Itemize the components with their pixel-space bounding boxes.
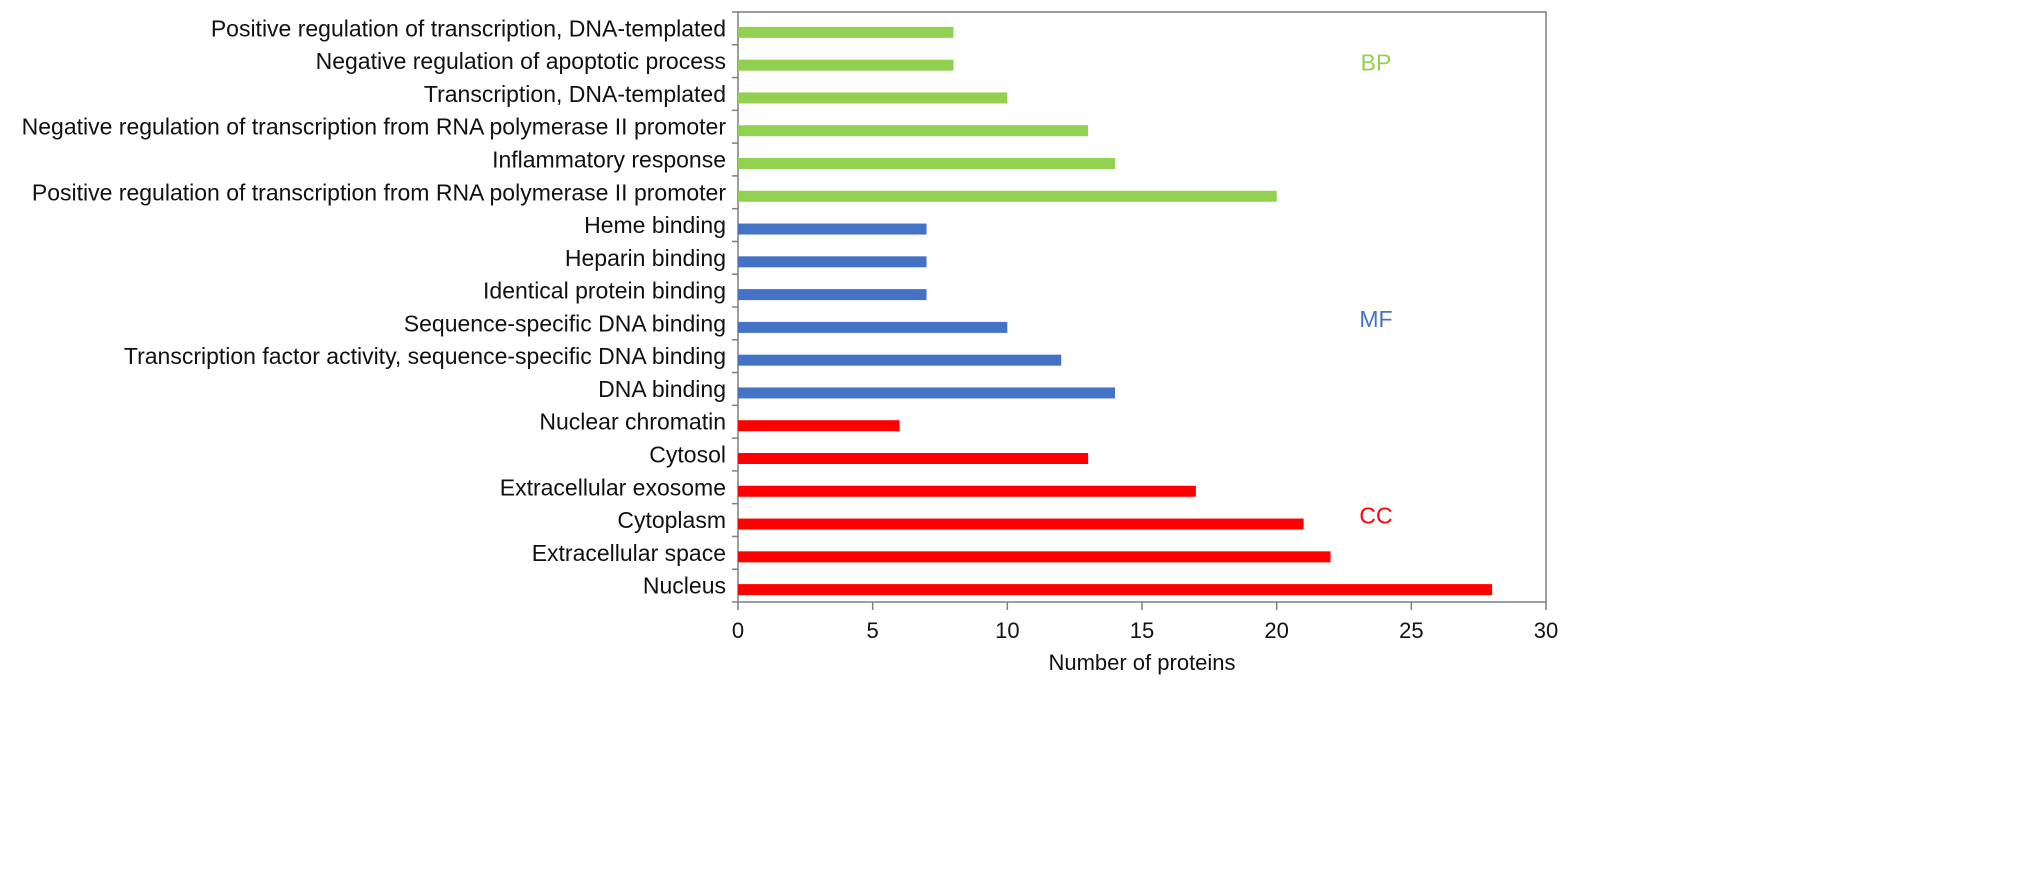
y-axis-ticks — [732, 11, 738, 603]
x-tick-label: 10 — [995, 618, 1019, 643]
category-label: Inflammatory response — [492, 147, 726, 173]
bar-bp — [738, 158, 1116, 169]
x-tick-label: 0 — [732, 618, 744, 643]
group-label-cc: CC — [1359, 503, 1392, 529]
category-label: DNA binding — [598, 376, 726, 402]
bar-bp — [738, 92, 1008, 104]
category-labels: Positive regulation of transcription, DN… — [22, 15, 727, 598]
bar-bp — [738, 26, 954, 38]
x-tick-label: 20 — [1264, 618, 1288, 643]
bar-cc — [738, 453, 1089, 464]
bar-mf — [738, 256, 927, 268]
category-label: Negative regulation of apoptotic process — [316, 48, 726, 74]
category-label: Transcription factor activity, sequence-… — [124, 343, 726, 369]
bars-group — [738, 26, 1493, 596]
category-label: Nucleus — [643, 573, 726, 599]
x-tick-label: 15 — [1130, 618, 1154, 643]
bar-mf — [738, 289, 927, 301]
bar-mf — [738, 223, 927, 235]
bar-bp — [738, 190, 1277, 202]
category-label: Cytoplasm — [617, 507, 726, 533]
category-label: Heme binding — [584, 212, 726, 238]
x-tick-label: 25 — [1399, 618, 1423, 643]
category-label: Positive regulation of transcription, DN… — [211, 15, 726, 41]
x-tick-label: 5 — [867, 618, 879, 643]
bar-cc — [738, 584, 1493, 596]
category-label: Heparin binding — [565, 245, 726, 271]
group-label-bp: BP — [1361, 49, 1392, 75]
bar-mf — [738, 387, 1116, 399]
category-label: Sequence-specific DNA binding — [404, 310, 726, 336]
category-label: Cytosol — [649, 442, 726, 468]
x-tick-label: 30 — [1534, 618, 1558, 643]
category-label: Extracellular space — [532, 540, 726, 566]
bar-cc — [738, 518, 1304, 530]
category-label: Extracellular exosome — [500, 474, 726, 500]
group-label-mf: MF — [1359, 306, 1392, 332]
bar-cc — [738, 420, 900, 432]
category-label: Transcription, DNA-templated — [424, 81, 726, 107]
bar-bp — [738, 125, 1089, 137]
x-axis-title: Number of proteins — [1048, 650, 1235, 675]
bar-cc — [738, 485, 1196, 497]
category-label: Nuclear chromatin — [539, 409, 726, 435]
category-label: Positive regulation of transcription fro… — [32, 179, 726, 205]
category-label: Identical protein binding — [483, 278, 726, 304]
x-axis-ticks: 0 5 10 15 20 25 30 — [732, 602, 1558, 643]
bar-bp — [738, 59, 954, 71]
bar-cc — [738, 551, 1331, 563]
category-label: Negative regulation of transcription fro… — [22, 114, 727, 140]
group-labels: BP MF CC — [1359, 49, 1392, 528]
bar-mf — [738, 354, 1062, 366]
bar-mf — [738, 321, 1008, 333]
